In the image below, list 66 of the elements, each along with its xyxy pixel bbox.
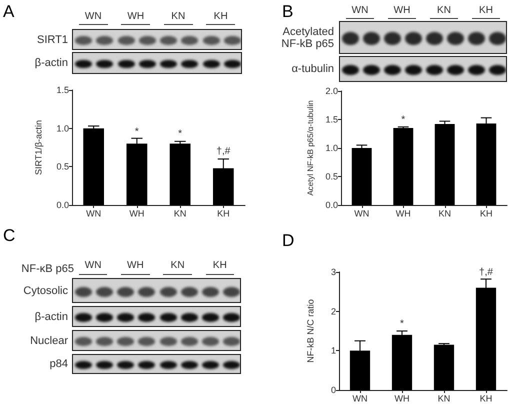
category-label: WH: [127, 11, 144, 22]
text: β-actin: [34, 57, 68, 69]
y-tick-label: 0.0: [56, 200, 69, 210]
annotation: *: [400, 318, 404, 330]
bar: [170, 144, 191, 205]
y-tick-label: 3: [330, 267, 336, 277]
x-tick-label: KN: [174, 208, 186, 218]
x-tick-label: KH: [480, 208, 493, 218]
text: p84: [50, 358, 68, 370]
x-tick-label: WH: [394, 394, 410, 404]
chart-title: D: [282, 231, 294, 250]
text: B: [282, 2, 294, 21]
category-label: KH: [212, 260, 227, 271]
category-label: WH: [394, 5, 410, 16]
x-tick-label: WH: [129, 208, 144, 218]
text: C: [3, 226, 16, 245]
category-label: KH: [214, 11, 228, 22]
y-tick-label: 1.0: [325, 143, 338, 153]
y-tick-label: 0.5: [325, 172, 338, 182]
category-label: WN: [84, 11, 102, 22]
category-label: KN: [170, 260, 185, 271]
y-axis-title: NF-kB N/C ratio: [306, 299, 316, 363]
x-tick-label: WN: [86, 208, 102, 218]
text: SIRT1: [37, 34, 68, 46]
annotation: *: [178, 128, 182, 140]
category-label: KN: [437, 5, 451, 16]
y-tick-label: 2: [330, 306, 336, 316]
y-tick-label: 2.0: [325, 86, 338, 96]
bar: [352, 148, 372, 205]
annotation: *: [401, 114, 406, 126]
x-tick-label: KN: [438, 394, 450, 404]
y-tick-label: 1.0: [56, 123, 69, 134]
x-tick-label: WN: [352, 394, 368, 404]
y-tick-label: 0: [330, 385, 336, 395]
category-label: KH: [479, 5, 493, 16]
x-tick-label: WN: [354, 208, 370, 218]
text: NF-κB p65: [20, 263, 74, 275]
x-tick-label: KH: [480, 394, 492, 404]
y-tick-label: 0.0: [325, 200, 338, 210]
y-axis-title: Acetyl NF-kB p65/α-tubulin: [306, 100, 316, 196]
bar: [393, 128, 414, 205]
category-label: WH: [127, 260, 144, 271]
text: Nuclear: [30, 334, 68, 346]
y-tick-label: 0.5: [56, 162, 69, 172]
category-label: WN: [84, 260, 102, 271]
text: Acetylated NF-kB p65: [280, 26, 334, 50]
category-label: KN: [171, 11, 186, 22]
y-tick-label: 1: [330, 346, 336, 356]
y-tick-label: 1.5: [325, 114, 338, 124]
text: β-actin: [34, 310, 68, 322]
bar: [83, 128, 104, 205]
text: α-tubulin: [292, 63, 334, 75]
text: A: [3, 2, 14, 21]
bar: [434, 344, 454, 390]
x-tick-label: KN: [438, 208, 452, 218]
annotation: †,#: [216, 146, 231, 158]
annotation: †,#: [479, 267, 494, 278]
bar: [434, 124, 455, 205]
x-tick-label: KH: [217, 208, 230, 218]
text: Cytosolic: [23, 284, 68, 296]
y-tick-label: 1.5: [56, 85, 69, 95]
category-label: WN: [352, 5, 368, 16]
annotation: *: [134, 126, 139, 138]
bar: [392, 334, 412, 390]
y-axis-title: SIRT1/β-actin: [34, 120, 44, 176]
x-tick-label: WH: [396, 208, 411, 218]
